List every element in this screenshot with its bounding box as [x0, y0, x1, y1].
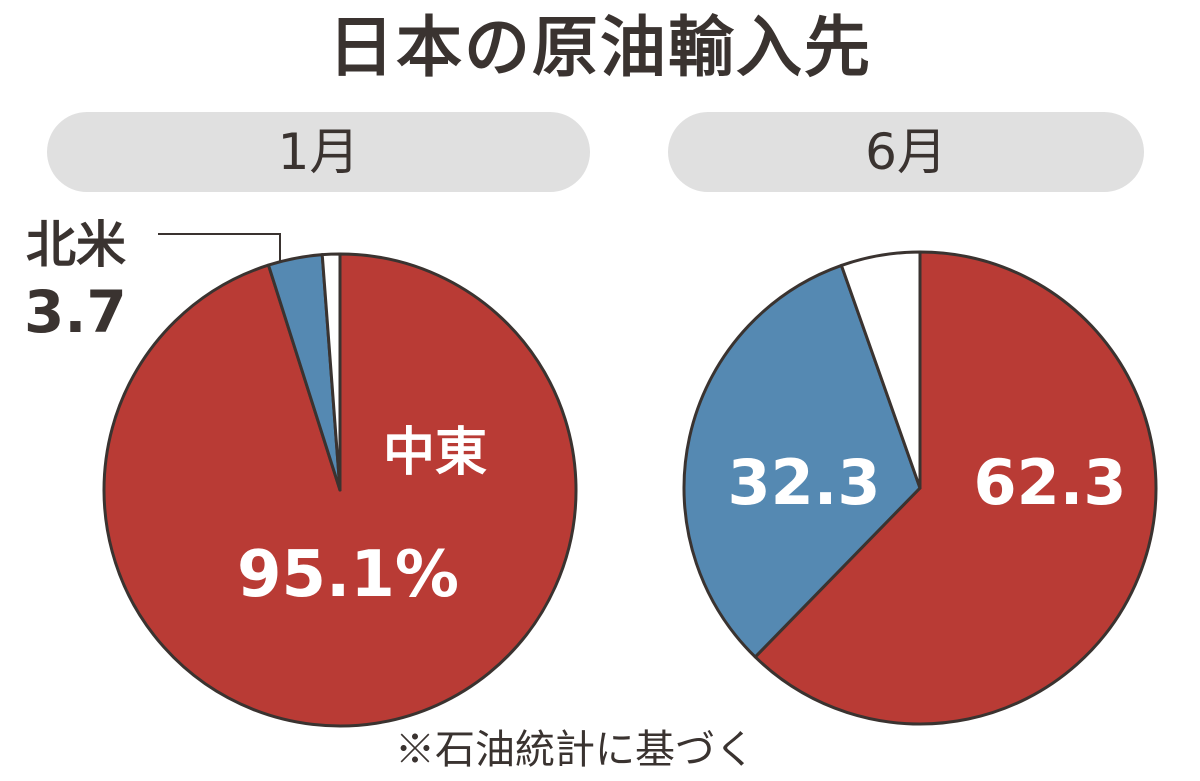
pie-2 — [682, 250, 1158, 726]
pie-1-period-label: 1月 — [47, 112, 590, 192]
pie-1-middle-east-label: 中東 — [383, 423, 487, 483]
pie-1-middle-east-value: 95.1% — [237, 538, 459, 612]
pie-2-period-label: 6月 — [668, 112, 1144, 192]
pie-1-north-america-value: 3.7 — [24, 278, 127, 346]
pie-1-slice-other — [320, 252, 342, 492]
pie-labels: 中東 95.1% 北米 3.7 62.3 32.3 — [24, 216, 1126, 612]
pie-2-slice-other — [839, 250, 922, 490]
chart-title: 日本の原油輸入先 — [328, 9, 872, 86]
pie-1-north-america-leader-line — [158, 233, 281, 262]
pie-2-north-america-value: 32.3 — [728, 446, 881, 519]
pie-1-north-america-label: 北米 — [26, 216, 126, 274]
pie-2-middle-east-value: 62.3 — [974, 446, 1127, 519]
pie-2-slice-middle-east — [753, 250, 1158, 726]
pie-2-slice-north-america — [682, 263, 922, 659]
pie-1 — [102, 252, 578, 728]
source-footnote: ※石油統計に基づく — [395, 727, 755, 773]
